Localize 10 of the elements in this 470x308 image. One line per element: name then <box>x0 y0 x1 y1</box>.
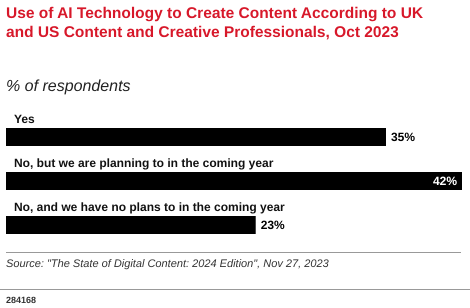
y-tick-label: Yes <box>14 112 36 126</box>
chart-subtitle: % of respondents <box>6 78 131 96</box>
chart-title: Use of AI Technology to Create Content According to UK and US Content and Creative Professionals, Oct 2023 <box>6 4 424 42</box>
text: 284168 <box>0 289 470 305</box>
y-tick-label: No, and we have no plans to in the coming year <box>14 200 286 214</box>
data-label: 35% <box>391 130 416 144</box>
data-label: 42% <box>432 174 458 188</box>
y-tick-label: No, but we are planning to in the coming year <box>14 156 274 170</box>
source-note: Source: "The State of Digital Content: 2024 Edition", Nov 27, 2023 <box>6 252 461 271</box>
data-label: 23% <box>260 218 286 232</box>
